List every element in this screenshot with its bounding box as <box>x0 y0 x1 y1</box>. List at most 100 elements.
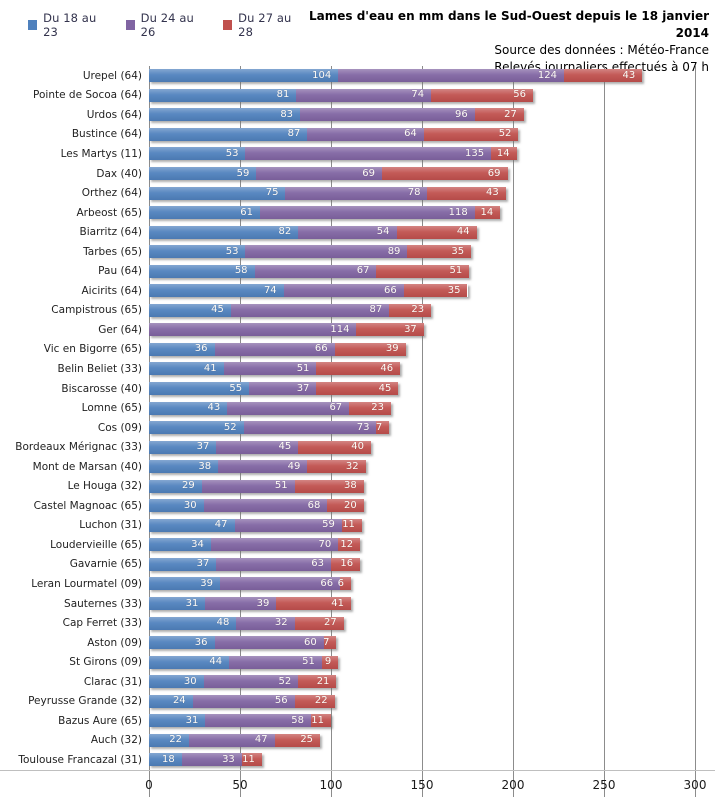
stacked-bar: 34 70 12 <box>149 538 361 552</box>
category-label: Leran Lourmatel (09) <box>31 577 142 590</box>
bar-value-label: 69 <box>487 167 501 179</box>
chart-row: Dax (40) 59 69 69 <box>0 164 715 184</box>
bar-segment: 14 <box>474 206 501 220</box>
bar-area: 38 49 32 <box>149 460 695 474</box>
bar-segment: 24 <box>149 694 193 708</box>
bar-segment: 56 <box>431 88 533 102</box>
category-label: St Girons (09) <box>69 656 142 669</box>
bar-segment: 48 <box>149 616 237 630</box>
bar-area: 81 74 56 <box>149 88 695 102</box>
bar-value-label: 29 <box>182 480 195 492</box>
bar-value-label: 39 <box>256 597 270 609</box>
bar-value-label: 66 <box>384 284 397 296</box>
bar-segment: 25 <box>274 733 321 747</box>
bar-segment: 96 <box>300 108 475 122</box>
chart-row: Bordeaux Mérignac (33) 37 45 40 <box>0 437 715 457</box>
bar-value-label: 61 <box>240 206 254 218</box>
stacked-bar: 37 45 40 <box>149 440 372 454</box>
bar-value-label: 82 <box>278 226 292 238</box>
bar-segment: 68 <box>203 499 328 513</box>
chart-row: Cap Ferret (33) 48 32 27 <box>0 613 715 633</box>
bar-segment: 73 <box>243 421 377 435</box>
bar-value-label: 11 <box>311 714 324 726</box>
chart-row: Arbeost (65) 61 118 14 <box>0 203 715 223</box>
bar-value-label: 22 <box>314 695 328 707</box>
bar-segment: 23 <box>389 303 432 317</box>
stacked-bar: 48 32 27 <box>149 616 344 630</box>
bar-value-label: 56 <box>274 695 288 707</box>
stacked-bar: 18 33 11 <box>149 753 262 767</box>
bar-area: 55 37 45 <box>149 382 695 396</box>
bar-value-label: 23 <box>411 304 425 316</box>
legend-swatch-icon <box>223 20 233 30</box>
bar-value-label: 37 <box>196 441 210 453</box>
bar-value-label: 69 <box>362 167 375 179</box>
bar-value-label: 21 <box>316 675 330 687</box>
legend: Du 18 au 23 Du 24 au 26 Du 27 au 28 <box>28 8 304 39</box>
stacked-bar: 47 59 11 <box>149 518 362 532</box>
bar-value-label: 83 <box>280 108 294 120</box>
bar-value-label: 60 <box>303 636 317 648</box>
bar-segment: 87 <box>149 127 308 141</box>
chart-row: Urdos (64) 83 96 27 <box>0 105 715 125</box>
bar-segment: 51 <box>201 479 295 493</box>
stacked-bar: 44 51 9 <box>149 655 339 669</box>
bar-value-label: 63 <box>311 558 324 570</box>
bar-value-label: 44 <box>456 226 470 238</box>
chart-row: Castel Magnoac (65) 30 68 20 <box>0 496 715 516</box>
bar-value-label: 48 <box>216 617 230 629</box>
bar-value-label: 30 <box>183 675 197 687</box>
bar-area: 75 78 43 <box>149 186 695 200</box>
stacked-bar: 75 78 43 <box>149 186 506 200</box>
bar-segment: 44 <box>149 655 230 669</box>
chart-row: Loudervieille (65) 34 70 12 <box>0 535 715 555</box>
stacked-bar: 36 66 39 <box>149 342 406 356</box>
bar-value-label: 52 <box>278 675 292 687</box>
stacked-bar: 53 135 14 <box>149 147 517 161</box>
stacked-bar: 83 96 27 <box>149 108 524 122</box>
bar-area: 59 69 69 <box>149 167 695 180</box>
bar-area: 52 73 7 <box>149 421 695 435</box>
bar-segment: 51 <box>229 655 322 669</box>
bar-value-label: 75 <box>265 187 279 199</box>
bar-segment: 41 <box>149 362 224 376</box>
category-label: Toulouse Francazal (31) <box>18 753 142 766</box>
chart-row: Belin Beliet (33) 41 51 46 <box>0 359 715 379</box>
x-axis-tick-label: 50 <box>232 777 248 792</box>
chart-row: Aston (09) 36 60 7 <box>0 633 715 653</box>
bar-value-label: 12 <box>340 538 354 550</box>
bar-value-label: 36 <box>194 343 208 355</box>
category-label: Aston (09) <box>87 636 142 649</box>
chart-row: Le Houga (32) 29 51 38 <box>0 476 715 496</box>
bar-segment: 37 <box>149 557 217 571</box>
x-axis-tick-label: 100 <box>319 777 343 792</box>
bar-area: 39 66 6 <box>149 577 695 591</box>
bar-value-label: 45 <box>211 304 224 316</box>
bar-segment: 23 <box>349 401 392 415</box>
legend-swatch-icon <box>125 20 135 30</box>
chart-row: Pointe de Socoa (64) 81 74 56 <box>0 86 715 106</box>
bar-value-label: 44 <box>209 656 223 668</box>
chart-row: Vic en Bigorre (65) 36 66 39 <box>0 340 715 360</box>
bar-segment: 20 <box>327 499 364 513</box>
bar-segment: 37 <box>356 323 424 337</box>
category-label: Urdos (64) <box>86 108 142 121</box>
stacked-bar: 45 87 23 <box>149 303 432 317</box>
bar-value-label: 9 <box>324 656 332 668</box>
bar-segment: 52 <box>203 675 299 689</box>
category-label: Tarbes (65) <box>83 245 142 258</box>
bar-segment: 81 <box>149 88 297 102</box>
chart-row: Ger (64) 114 37 <box>0 320 715 340</box>
bar-value-label: 47 <box>214 519 228 531</box>
x-axis-tick-label: 200 <box>501 777 525 792</box>
category-label: Belin Beliet (33) <box>57 362 142 375</box>
bar-segment: 114 <box>149 323 357 337</box>
bar-area: 37 63 16 <box>149 557 695 571</box>
bar-segment: 29 <box>149 479 202 493</box>
bar-segment: 43 <box>149 401 228 415</box>
category-label: Cos (09) <box>97 421 142 434</box>
stacked-bar: 22 47 25 <box>149 733 321 747</box>
bar-value-label: 14 <box>480 206 494 218</box>
stacked-bar: 82 54 44 <box>149 225 477 239</box>
bar-value-label: 64 <box>404 128 417 140</box>
